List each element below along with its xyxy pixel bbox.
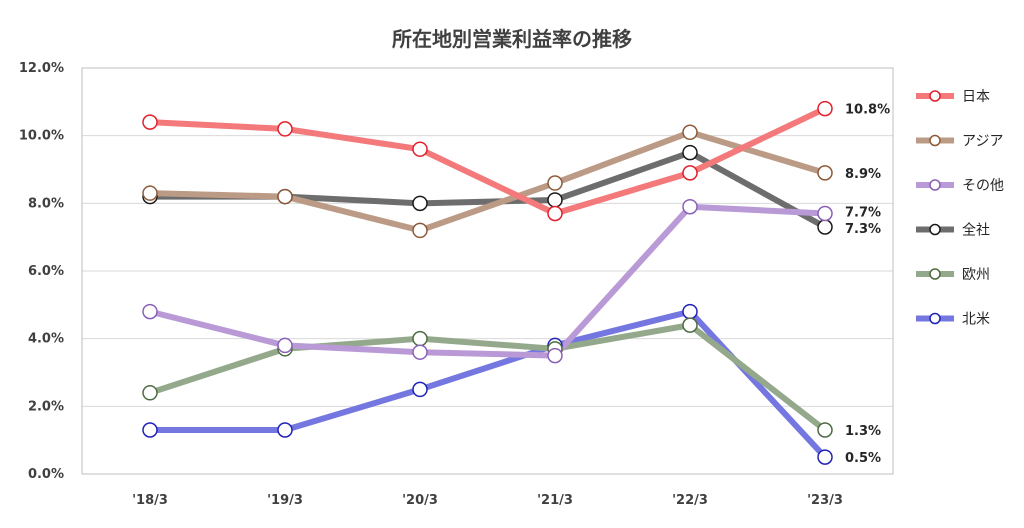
y-tick-label: 10.0% — [19, 129, 64, 144]
x-tick-label: '19/3 — [267, 493, 303, 508]
data-point — [817, 422, 833, 438]
y-tick-label: 8.0% — [28, 196, 64, 211]
chart-title: 所在地別営業利益率の推移 — [392, 27, 632, 51]
data-point — [142, 422, 158, 438]
data-point — [277, 121, 293, 137]
legend-marker — [929, 179, 941, 191]
data-point — [817, 100, 833, 117]
series-line — [147, 308, 828, 461]
y-tick-label: 2.0% — [28, 399, 64, 414]
plot-frame — [81, 67, 894, 475]
y-tick-label: 0.0% — [28, 467, 64, 482]
x-tick-label: '18/3 — [132, 493, 168, 508]
legend-marker — [929, 268, 941, 280]
data-point — [682, 317, 698, 333]
data-point — [547, 175, 563, 191]
legend-marker — [929, 90, 941, 102]
data-point — [412, 195, 428, 212]
data-point — [547, 192, 563, 208]
data-point — [682, 303, 698, 320]
legend-label: アジア — [962, 134, 1003, 150]
legend-marker — [929, 223, 941, 236]
grid-lines — [82, 67, 893, 475]
data-point — [277, 188, 293, 205]
end-value-label: 10.8% — [845, 103, 890, 118]
data-point — [682, 198, 698, 215]
data-point — [412, 330, 428, 347]
legend-label: 北米 — [962, 312, 990, 328]
legend-marker — [929, 312, 941, 325]
y-tick-label: 12.0% — [19, 61, 64, 76]
x-tick-label: '22/3 — [672, 493, 708, 508]
legend-marker — [929, 134, 941, 147]
data-point — [412, 222, 428, 239]
series-line — [147, 105, 828, 217]
data-point — [142, 185, 158, 201]
data-point — [277, 422, 293, 438]
data-point — [142, 303, 158, 320]
series-line — [147, 203, 828, 359]
data-point — [682, 124, 698, 141]
series-layer — [142, 100, 833, 465]
series-line — [147, 129, 828, 234]
legend-label: 日本 — [962, 89, 990, 105]
series-line — [147, 149, 828, 231]
data-point — [142, 385, 158, 401]
data-point — [817, 205, 833, 222]
end-value-label: 7.3% — [845, 222, 881, 237]
y-tick-label: 6.0% — [28, 264, 64, 279]
x-tick-label: '21/3 — [537, 493, 573, 508]
legend-label: 全社 — [962, 222, 990, 239]
data-point — [682, 165, 698, 181]
series-line — [147, 322, 828, 434]
end-value-label: 0.5% — [845, 451, 881, 466]
x-tick-label: '20/3 — [402, 493, 438, 508]
y-tick-label: 4.0% — [28, 332, 64, 347]
legend-label: 欧州 — [962, 267, 990, 283]
end-value-label: 8.9% — [845, 167, 881, 182]
data-point — [412, 381, 428, 398]
end-labels: 10.8% 8.9% 7.7% 7.3% 1.3% 0.5% — [845, 103, 890, 466]
end-value-label: 1.3% — [845, 424, 881, 439]
end-value-label: 7.7% — [845, 205, 881, 220]
data-point — [412, 344, 428, 360]
data-point — [682, 144, 698, 161]
x-tick-label: '23/3 — [807, 493, 843, 508]
legend-label: その他 — [962, 178, 1004, 194]
data-point — [142, 114, 158, 130]
data-point — [277, 337, 293, 354]
data-point — [817, 165, 833, 181]
data-point — [817, 449, 833, 465]
data-point — [412, 141, 428, 157]
axes: 0.0% 2.0% 4.0% 6.0% 8.0% 10.0% 12.0% '18/3 '19/3… — [19, 61, 894, 508]
data-point — [547, 347, 563, 364]
data-point — [547, 205, 563, 222]
data-point — [817, 219, 833, 235]
